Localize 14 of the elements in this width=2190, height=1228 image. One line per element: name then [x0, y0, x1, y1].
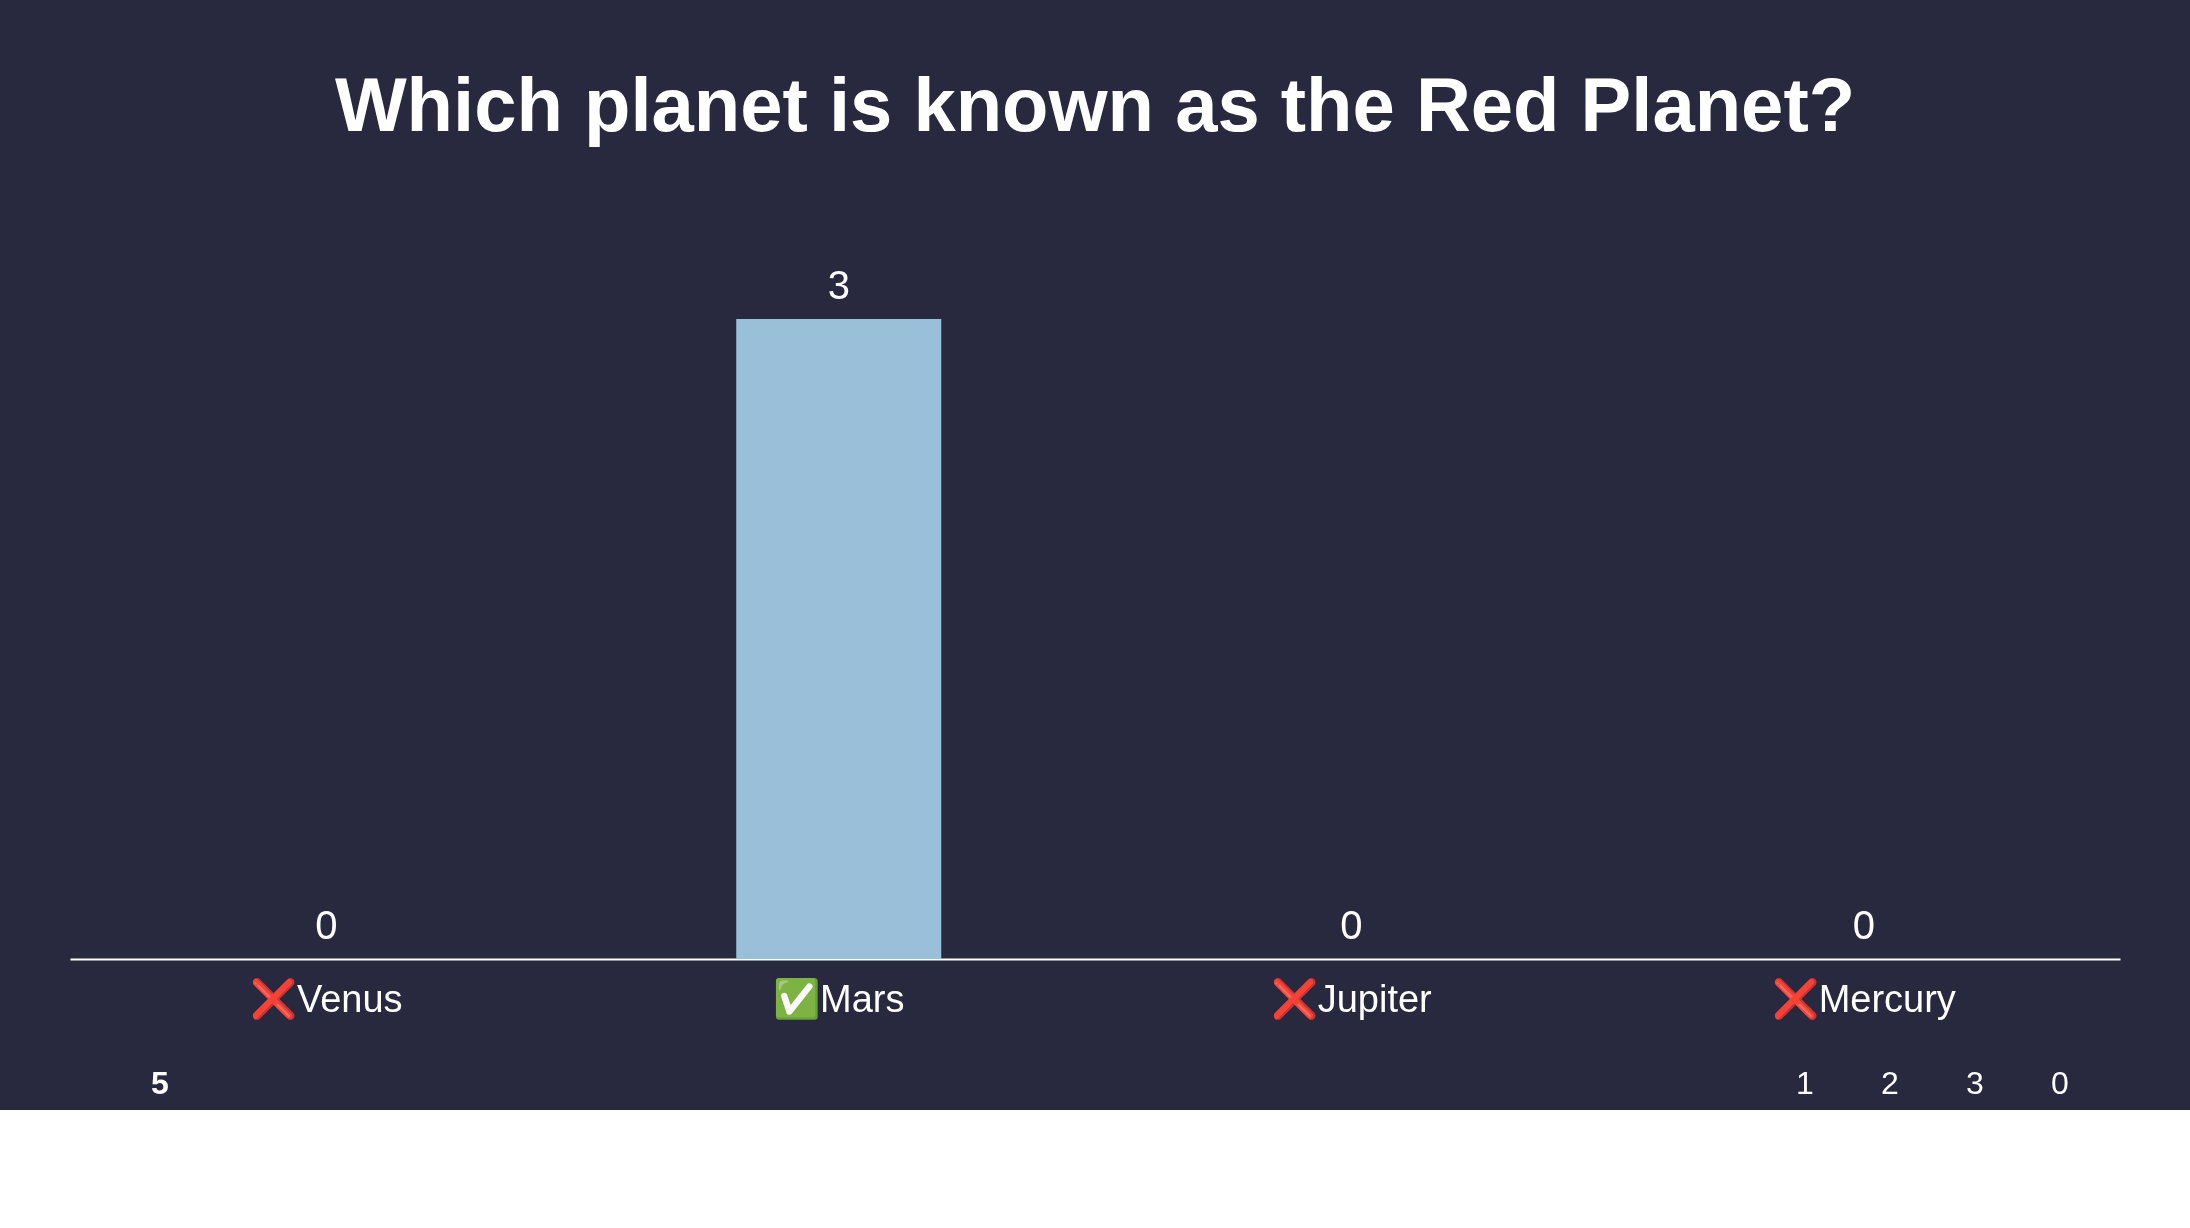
- x-tick-label: ❌Mercury: [1771, 976, 1956, 1022]
- data-label: 0: [315, 903, 338, 947]
- x-tick-label: ❌Venus: [249, 976, 403, 1022]
- text: 1: [1796, 1065, 1814, 1101]
- text: 2: [1881, 1065, 1899, 1101]
- x-tick-label: ✅Mars: [773, 976, 905, 1021]
- data-label: 3: [827, 263, 850, 307]
- x-tick-label: ❌Jupiter: [1270, 976, 1433, 1022]
- data-label: 0: [1852, 903, 1875, 947]
- text: 3: [1966, 1065, 1984, 1101]
- data-label: 0: [1340, 903, 1363, 947]
- chart-title: Which planet is known as the Red Planet?: [334, 62, 1856, 147]
- text: 5: [151, 1065, 169, 1101]
- text: 0: [2051, 1065, 2069, 1101]
